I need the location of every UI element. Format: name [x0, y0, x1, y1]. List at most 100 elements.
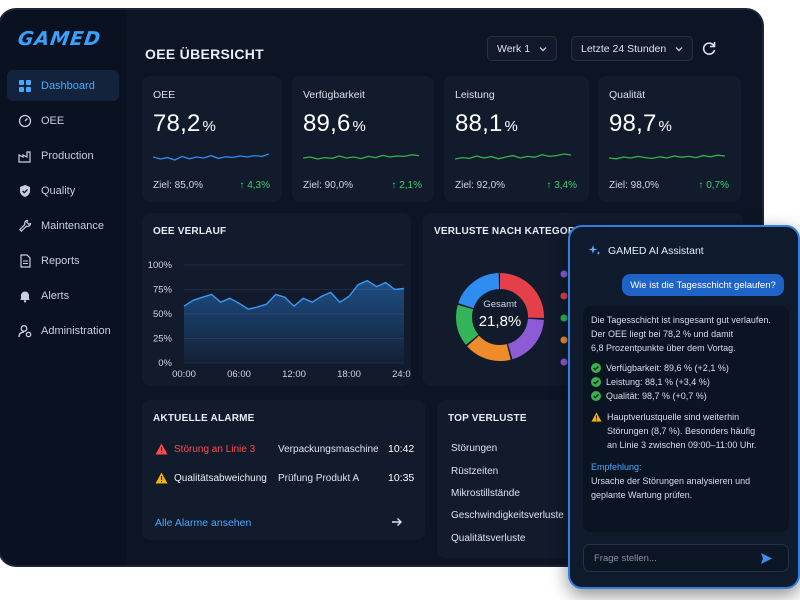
losses-donut-chart: [456, 273, 544, 361]
kpi-target: Ziel: 92,0%: [455, 180, 506, 191]
kpi-sparkline: [455, 153, 571, 160]
loss-item: Rüstzeiten: [451, 466, 499, 477]
sparkline-series: [609, 154, 725, 160]
kpi-label: Verfügbarkeit: [303, 89, 365, 101]
loss-item: Mikrostillstände: [451, 488, 520, 499]
kpi-number: 98,7: [609, 110, 657, 137]
legend-dot: [560, 358, 568, 366]
kpi-sparkline: [609, 154, 725, 160]
sidebar-item-label: Production: [41, 149, 94, 162]
gamed-logo: GAMED: [16, 28, 103, 50]
sidebar-item-dashboard[interactable]: Dashboard: [7, 70, 119, 101]
kpi-label: Qualität: [609, 89, 646, 101]
reply-check-text: Qualität: 98,7 % (+0,7 %): [606, 391, 707, 401]
plant-select-value: Werk 1: [497, 42, 531, 55]
alarm-name: Störung an Linie 3: [174, 443, 256, 455]
kpi-number: 88,1: [455, 110, 503, 137]
kpi-delta: ↑ 2,1%: [391, 180, 422, 191]
time-range-select[interactable]: Letzte 24 Stunden: [571, 36, 694, 61]
kpi-number: 78,2: [153, 110, 201, 137]
kpi-unit: %: [658, 118, 673, 135]
x-tick-label: 12:00: [282, 369, 306, 380]
reply-warning: Hauptverlustquelle sind weiterhin Störun…: [591, 410, 781, 452]
chevron-down-icon: [539, 46, 547, 51]
reply-check-text: Leistung: 88,1 % (+3,4 %): [606, 377, 710, 387]
kpi-card-quality[interactable]: Qualität 98,7% Ziel: 98,0% ↑ 0,7%: [598, 76, 741, 202]
donut-segment: [456, 273, 544, 361]
sidebar-item-administration[interactable]: Administration: [7, 315, 119, 346]
oee-trend-chart: 100% 75% 50% 25% 0%00:00 06:00 12:00 18:00 24:00: [148, 260, 411, 380]
donut-segment: [456, 273, 544, 361]
report-icon: [18, 253, 32, 268]
legend-dot: [560, 270, 568, 278]
check-circle-icon: [591, 363, 601, 373]
sidebar-item-label: Dashboard: [41, 79, 95, 92]
check-circle-icon: [591, 391, 601, 401]
loss-item: Störungen: [451, 443, 498, 454]
y-tick-label: 75%: [153, 285, 173, 296]
reply-check-row: Leistung: 88,1 % (+3,4 %): [591, 375, 781, 389]
kpi-sparkline: [303, 154, 419, 160]
kpi-card-performance[interactable]: Leistung 88,1% Ziel: 92,0% ↑ 3,4%: [444, 76, 589, 202]
alarm-time: 10:35: [388, 472, 415, 484]
reply-line: geplante Wartung prüfen.: [591, 490, 693, 500]
alarm-row[interactable]: Qualitätsabweichung Prüfung Produkt A 10…: [155, 469, 425, 487]
donut-center-value: 21,8%: [478, 313, 522, 330]
card-title: TOP VERLUSTE: [448, 413, 527, 424]
sidebar: GAMED Dashboard OEE Production Quality: [0, 10, 127, 565]
kpi-value: 89,6%: [303, 110, 366, 138]
check-circle-icon: [591, 377, 601, 387]
kpi-target: Ziel: 98,0%: [609, 180, 660, 191]
card-title: VERLUSTE NACH KATEGORIE: [434, 226, 586, 237]
factory-icon: [18, 149, 32, 163]
assistant-title: GAMED AI Assistant: [608, 245, 704, 257]
chevron-down-icon: [675, 46, 683, 51]
kpi-number: 89,6: [303, 110, 351, 137]
x-tick-label: 18:00: [337, 369, 361, 380]
ai-assistant-panel: GAMED AI Assistant Wie ist die Tagesschi…: [568, 225, 800, 589]
reply-line: Hauptverlustquelle sind weiterhin: [607, 412, 740, 422]
all-alarms-link[interactable]: Alle Alarme ansehen: [155, 517, 252, 529]
kpi-value: 78,2%: [153, 110, 216, 138]
chat-input[interactable]: Frage stellen...: [583, 544, 789, 572]
kpi-value: 88,1%: [455, 110, 518, 138]
bell-icon: [18, 289, 32, 303]
donut-center-label: Gesamt: [483, 299, 517, 310]
assistant-reply: Die Tagesschicht ist insgesamt gut verla…: [583, 306, 789, 532]
sidebar-item-reports[interactable]: Reports: [7, 245, 119, 276]
sidebar-item-maintenance[interactable]: Maintenance: [7, 210, 119, 241]
kpi-unit: %: [504, 118, 519, 135]
reply-line: Die Tagesschicht ist insgesamt gut verla…: [591, 315, 771, 325]
legend-dot: [560, 336, 568, 344]
sidebar-item-alerts[interactable]: Alerts: [7, 280, 119, 311]
kpi-value: 98,7%: [609, 110, 672, 138]
legend-dot: [560, 292, 568, 300]
reply-line: Ursache der Störungen analysieren und: [591, 476, 751, 486]
user-cog-icon: [18, 324, 32, 338]
kpi-card-availability[interactable]: Verfügbarkeit 89,6% Ziel: 90,0% ↑ 2,1%: [292, 76, 434, 202]
kpi-card-oee[interactable]: OEE 78,2% Ziel: 85,0% ↑ 4,3%: [142, 76, 282, 202]
x-tick-label: 06:00: [227, 369, 251, 380]
plant-select[interactable]: Werk 1: [487, 36, 558, 61]
kpi-unit: %: [352, 118, 367, 135]
sidebar-item-label: Administration: [41, 324, 111, 337]
arrow-right-icon[interactable]: [390, 515, 404, 529]
reply-line: Störungen (8,7 %). Besonders häufig: [607, 426, 756, 436]
kpi-target: Ziel: 90,0%: [303, 180, 354, 191]
alarms-card: AKTUELLE ALARME Störung an Linie 3 Verpa…: [142, 400, 425, 540]
sidebar-item-production[interactable]: Production: [7, 140, 119, 171]
sidebar-item-quality[interactable]: Quality: [7, 175, 119, 206]
alarm-row[interactable]: Störung an Linie 3 Verpackungsmaschine 1…: [155, 440, 425, 458]
refresh-icon[interactable]: [700, 39, 718, 57]
send-icon[interactable]: [760, 552, 773, 565]
legend-dot: [560, 314, 568, 322]
alarm-source: Prüfung Produkt A: [278, 472, 360, 484]
reply-line: 6,8 Prozentpunkte über dem Vortag.: [591, 343, 736, 353]
reply-check-row: Verfügbarkeit: 89,6 % (+2,1 %): [591, 361, 781, 375]
sidebar-item-oee[interactable]: OEE: [7, 105, 119, 136]
y-tick-label: 0%: [158, 358, 172, 369]
sparkline-series: [153, 153, 269, 161]
alarm-source: Verpackungsmaschine: [278, 443, 379, 455]
y-tick-label: 100%: [148, 260, 173, 271]
warning-icon: [155, 443, 168, 455]
